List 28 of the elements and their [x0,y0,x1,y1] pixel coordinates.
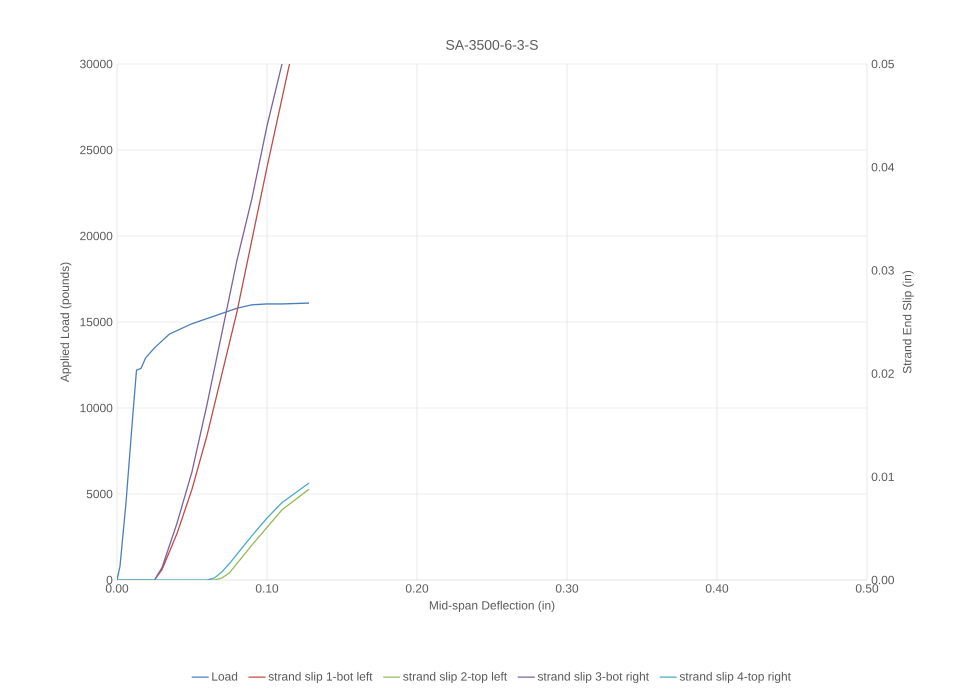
x-tick-label: 0.10 [256,584,278,593]
y2-tick-label: 0.00 [872,576,894,584]
y-tick-label: 5000 [86,490,112,498]
x-axis-title: Mid-span Deflection (in) [430,600,554,612]
y-tick-label: 10000 [80,404,112,412]
legend-label: strand slip 2-top left [403,672,508,684]
y2-tick-label: 0.01 [872,472,894,482]
y-tick-label: 30000 [80,60,112,68]
y2-axis-title: Strand End Slip (in) [902,270,914,374]
x-tick-label: 0.20 [406,584,428,593]
legend-label: strand slip 3-bot right [538,672,649,684]
y-tick-label: 15000 [80,318,112,326]
x-tick-label: 0.40 [706,584,728,593]
chart-title: SA-3500-6-3-S [446,40,538,50]
y2-tick-label: 0.03 [872,266,894,275]
legend-label: Load [212,672,238,681]
legend-label: strand slip 1-bot left [268,672,372,684]
legend-label: strand slip 4-top right [680,672,791,684]
y2-tick-label: 0.04 [872,162,894,172]
y2-tick-label: 0.02 [872,369,894,378]
x-tick-label: 0.30 [556,584,578,593]
y-tick-label: 20000 [80,232,112,240]
x-tick-label: 0.50 [856,584,878,593]
x-tick-label: 0.00 [106,584,128,593]
y-tick-label: 25000 [80,146,112,154]
y2-tick-label: 0.05 [872,60,894,68]
y-tick-label: 0 [106,576,112,584]
y-axis-title: Applied Load (pounds) [60,262,72,382]
